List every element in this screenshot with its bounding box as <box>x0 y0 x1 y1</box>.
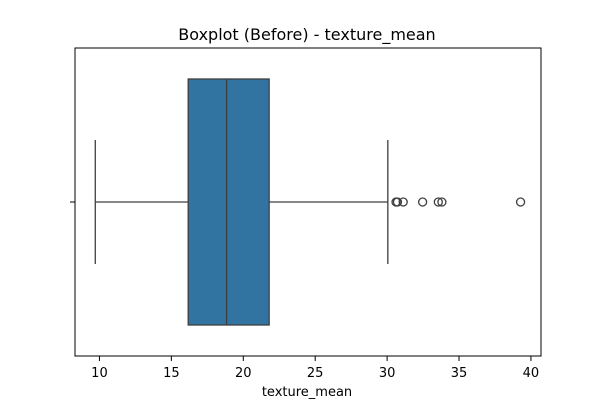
outlier-point <box>392 197 403 207</box>
x-tick-label: 40 <box>523 366 540 381</box>
x-axis-ticks: 10 15 20 25 30 35 40 <box>91 356 539 381</box>
outlier-point <box>433 197 443 207</box>
outlier-point <box>515 197 526 207</box>
outlier-point <box>417 197 428 207</box>
outlier-group <box>391 197 526 207</box>
x-tick-label: 15 <box>163 366 180 381</box>
x-tick-label: 20 <box>235 366 252 381</box>
interquartile-box <box>187 78 270 326</box>
outlier-point <box>437 197 447 207</box>
outlier-point <box>398 197 408 207</box>
x-tick-label: 25 <box>307 366 324 381</box>
box-group <box>94 78 389 326</box>
chart-title: Boxplot (Before) - texture_mean <box>178 25 435 45</box>
x-axis-label: texture_mean <box>262 385 352 400</box>
x-tick-label: 30 <box>379 366 396 381</box>
x-tick-label: 10 <box>91 366 108 381</box>
x-tick-label: 35 <box>451 366 468 381</box>
